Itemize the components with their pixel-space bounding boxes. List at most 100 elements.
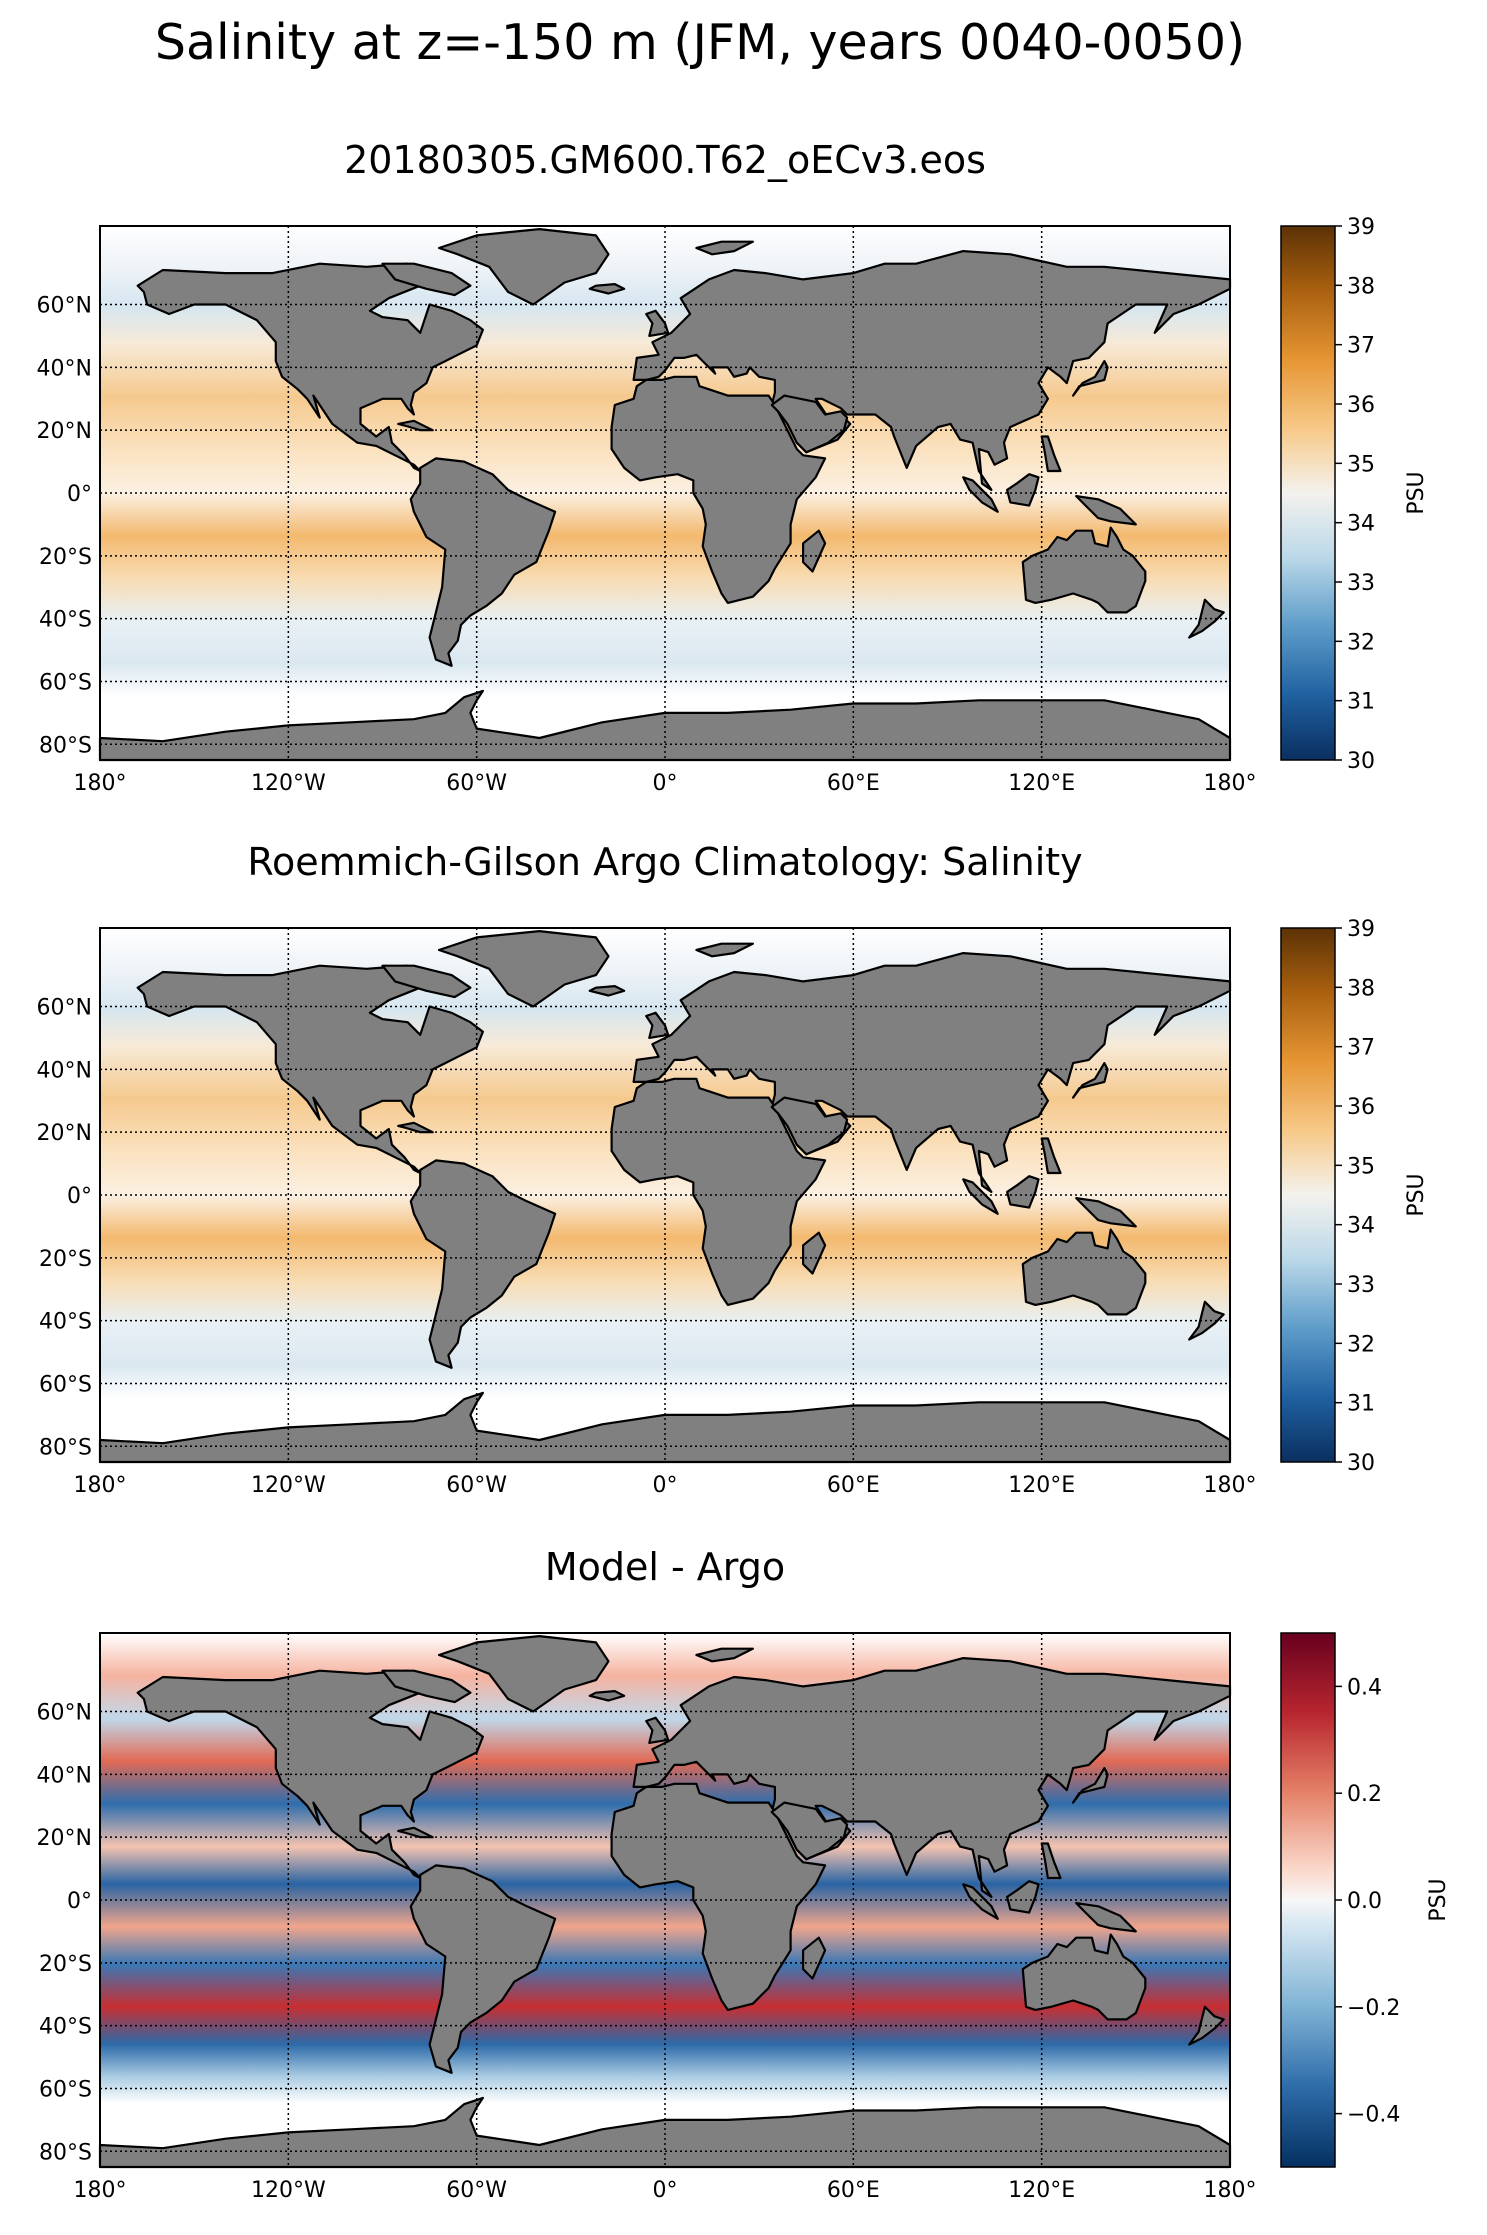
baffin-landmass xyxy=(381,964,472,999)
svalbard-landmass xyxy=(695,1647,754,1663)
greenland-landmass xyxy=(437,930,610,1008)
colorbar-tick-label: 34 xyxy=(1347,1214,1375,1239)
colorbar-tick-label: 37 xyxy=(1347,334,1375,359)
antarctica-landmass xyxy=(98,689,1232,762)
x-tick-label: 60°W xyxy=(446,1473,507,1498)
panel-2-map: 180° 120°W 60°W 0° 60°E 120°E 180° 60°N 40°N 20°N… xyxy=(37,917,1429,1498)
x-tick-label: 0° xyxy=(653,771,678,796)
colorbar-tick-label: 0.2 xyxy=(1347,1782,1382,1807)
panel-3-title: Model - Argo xyxy=(544,1545,786,1589)
borneo-landmass xyxy=(1006,473,1040,507)
colorbar-tick-label: 31 xyxy=(1347,1392,1375,1417)
new-guinea-landmass xyxy=(1075,1902,1137,1933)
y-tick-label: 60°S xyxy=(39,1372,92,1397)
australia-landmass xyxy=(1021,526,1147,614)
colorbar-label: PSU xyxy=(1404,1173,1429,1216)
y-tick-label: 20°N xyxy=(37,1826,92,1851)
y-tick-label: 0° xyxy=(67,482,92,507)
axes-frame xyxy=(99,1632,1231,2168)
x-tick-label: 180° xyxy=(74,1473,127,1498)
colorbar-tick-label: 31 xyxy=(1347,690,1375,715)
madagascar-landmass xyxy=(802,1936,827,1980)
panel-2-title: Roemmich-Gilson Argo Climatology: Salini… xyxy=(247,840,1083,884)
y-tick-label: 20°S xyxy=(39,1952,92,1977)
philippines-landmass xyxy=(1040,1842,1062,1880)
colorbar-tick-label: 30 xyxy=(1347,1451,1375,1476)
panel-3-map: 180° 120°W 60°W 0° 60°E 120°E 180° 60°N 40°N 20°N… xyxy=(37,1632,1451,2203)
colorbar-tick-label: 35 xyxy=(1347,452,1375,477)
colorbar-tick-label: 36 xyxy=(1347,1095,1375,1120)
arabia-landmass xyxy=(770,394,849,454)
axes-frame xyxy=(99,927,1231,1463)
iceland-landmass xyxy=(588,1690,626,1702)
colorbar-tick-label: 39 xyxy=(1347,215,1375,240)
borneo-landmass xyxy=(1006,1175,1040,1209)
land-layer xyxy=(98,1635,1232,2169)
y-tick-label: 80°S xyxy=(39,1435,92,1460)
new-guinea-landmass xyxy=(1075,495,1137,526)
sumatra-landmass xyxy=(962,476,999,513)
x-tick-label: 120°W xyxy=(251,771,326,796)
colorbar xyxy=(1280,927,1336,1463)
colorbar-tick-label: 0.0 xyxy=(1347,1889,1382,1914)
madagascar-landmass xyxy=(802,1231,827,1275)
philippines-landmass xyxy=(1040,1137,1062,1175)
svalbard-landmass xyxy=(695,942,754,958)
y-tick-label: 0° xyxy=(67,1184,92,1209)
x-tick-label: 120°E xyxy=(1008,771,1075,796)
australia-landmass xyxy=(1021,1933,1147,2021)
x-tick-label: 180° xyxy=(74,2178,127,2203)
colorbar-tick-label: 38 xyxy=(1347,274,1375,299)
baffin-landmass xyxy=(381,262,472,297)
africa-landmass xyxy=(610,375,827,604)
eurasia-landmass xyxy=(632,952,1232,1193)
colorbar xyxy=(1280,1632,1336,2168)
y-tick-label: 40°N xyxy=(37,1058,92,1083)
antarctica-landmass xyxy=(98,2096,1232,2169)
sumatra-landmass xyxy=(962,1883,999,1920)
eurasia-landmass xyxy=(632,1657,1232,1898)
y-tick-label: 40°S xyxy=(39,2015,92,2040)
x-tick-label: 180° xyxy=(1204,2178,1257,2203)
x-tick-label: 120°W xyxy=(251,1473,326,1498)
x-tick-label: 0° xyxy=(653,1473,678,1498)
britain-landmass xyxy=(645,1011,670,1039)
sumatra-landmass xyxy=(962,1178,999,1215)
y-tick-label: 60°S xyxy=(39,2077,92,2102)
australia-landmass xyxy=(1021,1228,1147,1316)
greenland-landmass xyxy=(437,228,610,306)
madagascar-landmass xyxy=(802,529,827,573)
panel-1-title: 20180305.GM600.T62_oECv3.eos xyxy=(344,138,986,182)
japan-landmass xyxy=(1072,1767,1109,1804)
y-tick-label: 40°S xyxy=(39,608,92,633)
x-tick-label: 60°E xyxy=(827,2178,880,2203)
gridlines xyxy=(100,928,1230,1462)
x-tick-label: 60°E xyxy=(827,771,880,796)
axes-frame xyxy=(99,225,1231,761)
colorbar xyxy=(1280,225,1336,761)
colorbar-tick-label: 39 xyxy=(1347,917,1375,942)
south-america-landmass xyxy=(409,1864,557,2074)
colorbar-tick-label: 0.4 xyxy=(1347,1675,1382,1700)
svalbard-landmass xyxy=(695,240,754,256)
colorbar-tick-label: 32 xyxy=(1347,1332,1375,1357)
y-tick-label: 80°S xyxy=(39,733,92,758)
y-tick-label: 20°N xyxy=(37,419,92,444)
y-tick-label: 40°N xyxy=(37,356,92,381)
south-america-landmass xyxy=(409,1159,557,1369)
y-tick-label: 20°S xyxy=(39,545,92,570)
africa-landmass xyxy=(610,1782,827,2011)
japan-landmass xyxy=(1072,1062,1109,1099)
colorbar-tick-label: 33 xyxy=(1347,571,1375,596)
borneo-landmass xyxy=(1006,1880,1040,1914)
y-tick-label: 20°N xyxy=(37,1121,92,1146)
britain-landmass xyxy=(645,309,670,337)
land-layer xyxy=(98,228,1232,762)
x-tick-label: 60°E xyxy=(827,1473,880,1498)
x-tick-label: 120°E xyxy=(1008,1473,1075,1498)
south-america-landmass xyxy=(409,457,557,667)
x-tick-label: 120°E xyxy=(1008,2178,1075,2203)
colorbar-tick-label: 38 xyxy=(1347,976,1375,1001)
greenland-landmass xyxy=(437,1635,610,1713)
arabia-landmass xyxy=(770,1096,849,1156)
